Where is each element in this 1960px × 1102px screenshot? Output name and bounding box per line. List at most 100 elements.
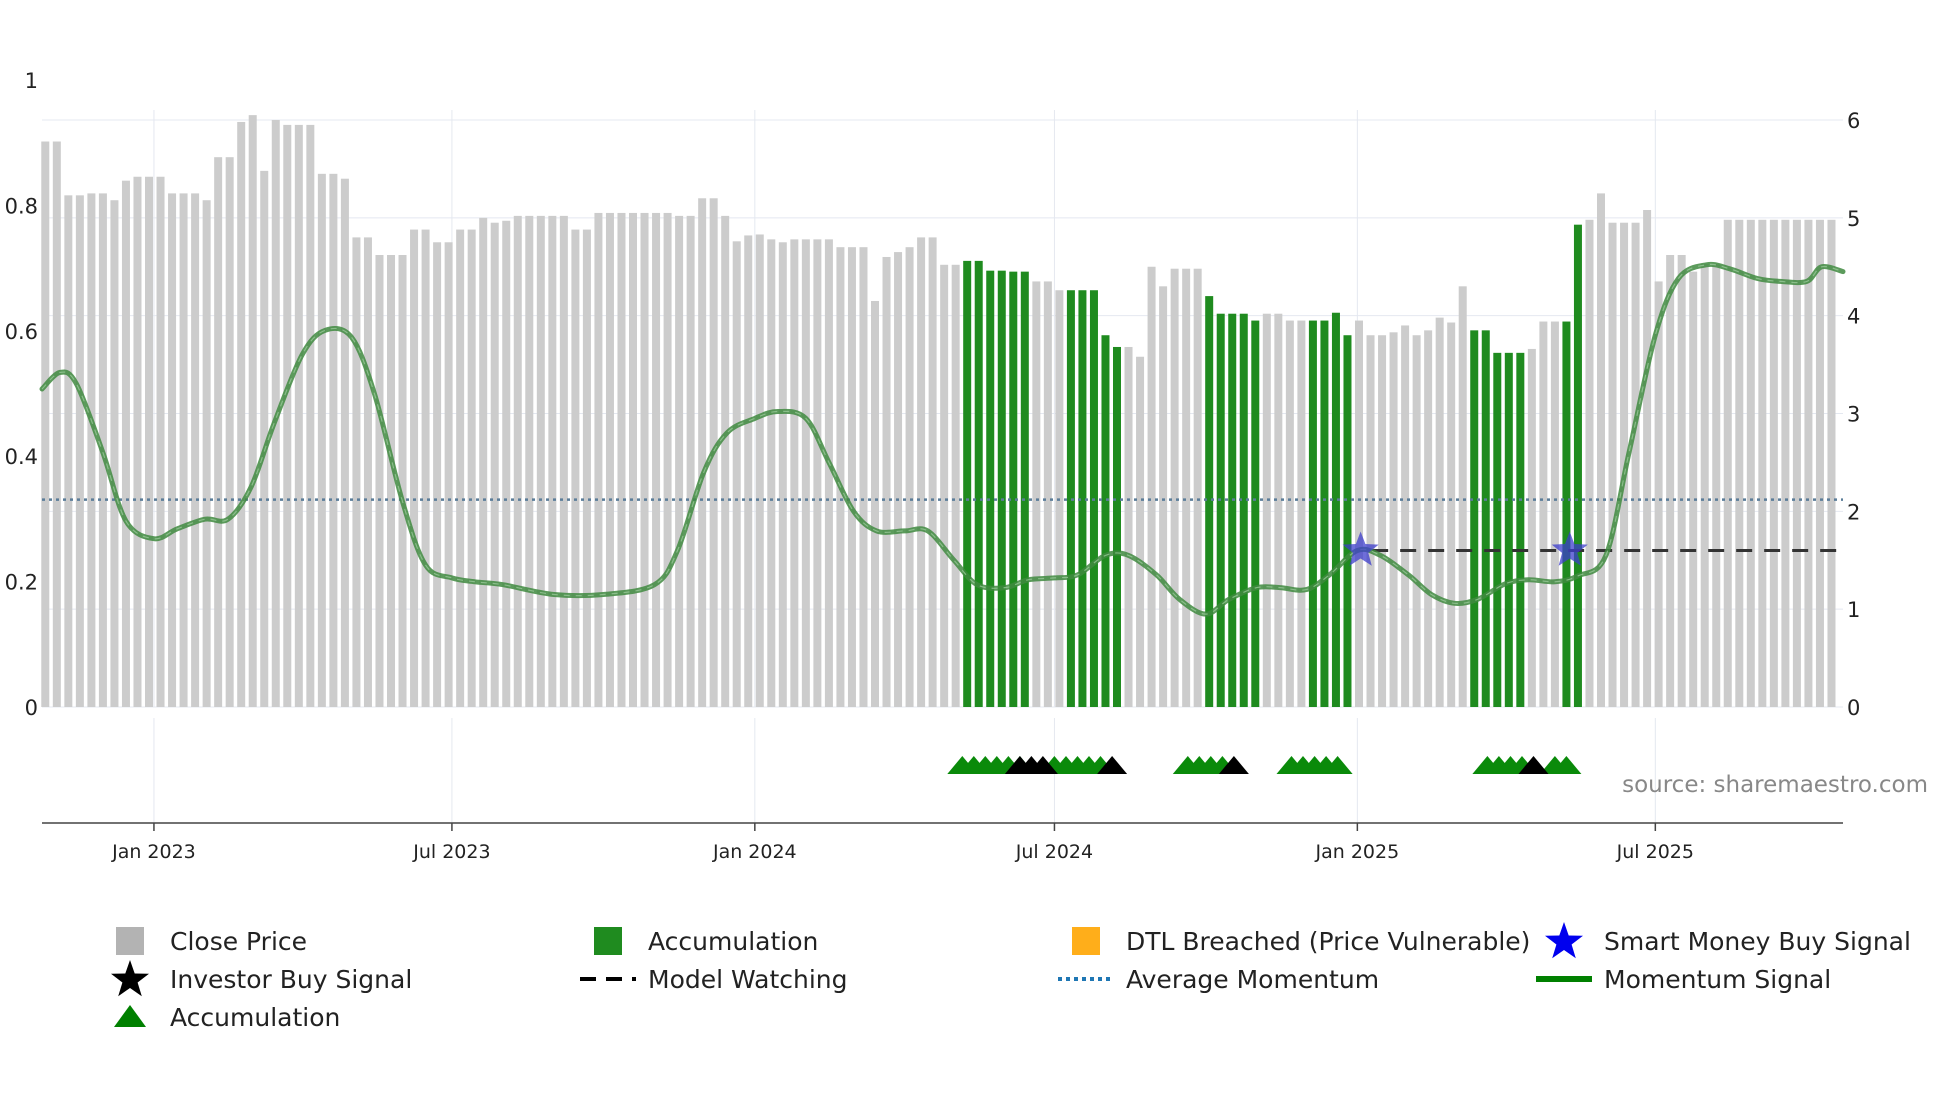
legend-investor-buy-signal-star	[111, 960, 149, 997]
bars-layer	[41, 115, 1836, 708]
close-price-bar	[1136, 356, 1145, 707]
close-price-bar	[225, 157, 234, 707]
close-price-bar	[260, 170, 269, 707]
close-price-bar	[421, 229, 430, 707]
left-y-tick-label: 0.4	[5, 445, 38, 469]
close-price-bar	[951, 264, 960, 707]
legend-momentum-signal-label: Momentum Signal	[1604, 965, 1831, 994]
close-price-bar	[1769, 219, 1778, 708]
left-y-tick-label: 0.6	[5, 320, 38, 344]
close-price-bar	[1297, 320, 1306, 707]
accumulation-bar	[1009, 271, 1018, 707]
close-price-bar	[41, 141, 50, 707]
x-tick-label: Jan 2025	[1315, 841, 1400, 863]
close-price-bar	[1182, 268, 1191, 707]
close-price-bar	[686, 215, 695, 707]
close-price-bar	[744, 235, 753, 707]
close-price-bar	[306, 124, 315, 707]
accumulation-bar	[1020, 271, 1029, 707]
legend-accumulation-label: Accumulation	[648, 927, 818, 956]
right-y-tick-label: 3	[1847, 403, 1860, 427]
close-price-bar	[1654, 281, 1663, 707]
close-price-bar	[179, 193, 188, 708]
accumulation-bar	[1251, 320, 1260, 707]
close-price-bar	[1792, 219, 1801, 708]
left-y-tick-label: 0.2	[5, 571, 38, 595]
close-price-bar	[145, 176, 154, 708]
accumulation-bar	[1573, 224, 1582, 707]
close-price-bar	[1689, 271, 1698, 707]
close-price-bar	[1193, 268, 1202, 707]
close-price-bar	[479, 217, 488, 707]
close-price-bar	[536, 215, 545, 707]
close-price-bar	[1585, 219, 1594, 708]
close-price-bar	[917, 237, 926, 707]
accumulation-bar	[1343, 335, 1352, 707]
close-price-bar	[790, 239, 799, 708]
close-price-bar	[202, 200, 211, 707]
close-price-bar	[340, 178, 349, 707]
legend-average-momentum-label: Average Momentum	[1126, 965, 1379, 994]
close-price-bar	[283, 124, 292, 707]
accumulation-bar	[1493, 352, 1502, 707]
right-y-tick-label: 6	[1847, 109, 1860, 133]
close-price-bar	[801, 239, 810, 708]
close-price-bar	[168, 193, 177, 708]
accumulation-bar	[1228, 313, 1237, 707]
close-price-bar	[1827, 219, 1836, 708]
accumulation-bar	[997, 270, 1006, 707]
close-price-bar	[1815, 219, 1824, 708]
close-price-bar	[444, 242, 453, 708]
close-price-bar	[317, 173, 326, 707]
close-price-bar	[1262, 313, 1271, 707]
close-price-bar	[1412, 335, 1421, 707]
accumulation-bar	[963, 260, 972, 707]
legend-close-price-label: Close Price	[170, 927, 307, 956]
close-price-bar	[721, 215, 730, 707]
close-price-bar	[1366, 335, 1375, 707]
close-price-bar	[1735, 219, 1744, 708]
watermark: source: sharemaestro.com	[1622, 772, 1928, 798]
left-y-tick-label: 0.8	[5, 194, 38, 218]
close-price-bar	[847, 247, 856, 707]
accumulation-bar	[1078, 290, 1087, 707]
accumulation-bar	[1066, 290, 1075, 707]
accumulation-bar	[986, 270, 995, 707]
legend-smart-money-buy-signal-label: Smart Money Buy Signal	[1604, 927, 1911, 956]
close-price-bar	[813, 239, 822, 708]
right-y-tick-label: 1	[1847, 598, 1860, 622]
close-price-bar	[1527, 348, 1536, 707]
close-price-bar	[237, 121, 246, 707]
close-price-bar	[605, 212, 614, 707]
close-price-bar	[894, 252, 903, 707]
legend: Close Price Accumulation DTL Breached (Pri…	[111, 922, 1911, 1032]
close-price-bar	[1643, 210, 1652, 707]
close-price-bar	[1631, 222, 1640, 707]
close-price-bar	[1700, 263, 1709, 707]
legend-accumulation-triangle	[114, 1005, 146, 1027]
left-y-tick-label: 1	[25, 69, 38, 93]
close-price-bar	[1274, 313, 1283, 707]
close-price-bar	[502, 220, 511, 707]
close-price-bar	[1147, 266, 1156, 707]
close-price-bar	[387, 255, 396, 707]
accumulation-bar	[1504, 352, 1513, 707]
close-price-bar	[133, 176, 142, 708]
close-price-bar	[75, 195, 84, 707]
x-tick-label: Jan 2023	[111, 841, 196, 863]
close-price-bar	[1666, 255, 1675, 707]
close-price-bar	[1550, 321, 1559, 707]
close-price-bar	[1401, 325, 1410, 707]
smart-money-buy-star	[1342, 531, 1379, 566]
close-price-bar	[375, 255, 384, 707]
lower-panel	[947, 756, 1582, 774]
close-price-bar	[64, 195, 73, 707]
close-price-bar	[410, 229, 419, 707]
close-price-bar	[433, 242, 442, 708]
close-price-bar	[1435, 317, 1444, 707]
close-price-bar	[1723, 219, 1732, 708]
accumulation-bar	[1101, 335, 1110, 707]
investor-buy-triangle	[1027, 756, 1058, 774]
legend-dtl-breached-price-vulnerable-swatch	[1072, 927, 1100, 955]
